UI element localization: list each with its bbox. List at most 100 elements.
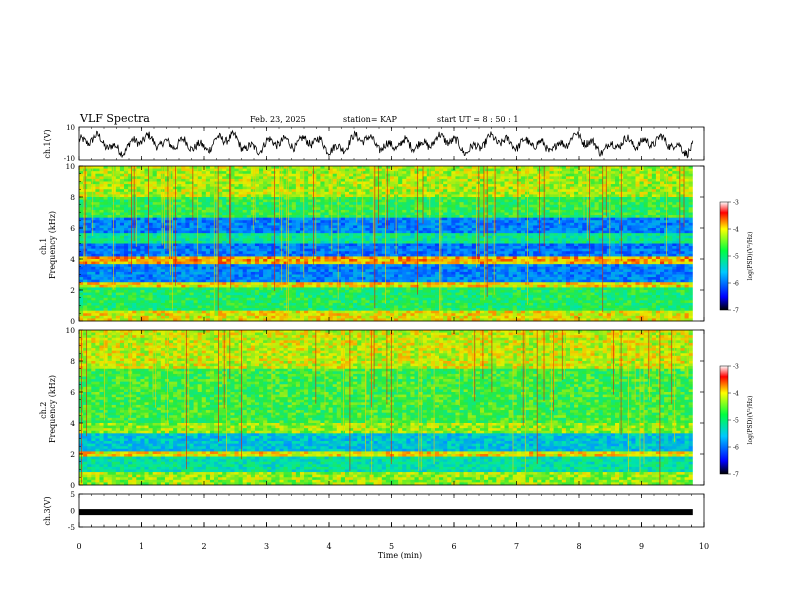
spectrogram-cell <box>402 189 407 193</box>
spectrogram-cell <box>283 199 288 203</box>
spectrogram-cell <box>357 171 362 175</box>
spectrogram-cell <box>496 194 501 198</box>
spectrogram-cell <box>418 199 423 203</box>
spectrogram-cell <box>586 202 591 206</box>
spectrogram-cell <box>688 228 694 231</box>
spectrogram-cell <box>177 171 182 175</box>
spectrogram-cell <box>259 243 264 247</box>
spectrogram-cell <box>496 230 501 234</box>
spectrogram-cell <box>291 199 297 203</box>
spectrogram-cell <box>124 235 129 239</box>
spectrogram-cell <box>443 184 448 187</box>
spectrogram-cell <box>578 228 583 231</box>
spectrogram-cell <box>140 176 145 180</box>
spectrogram-cell <box>271 225 276 229</box>
spectrogram-cell <box>635 202 640 206</box>
spectrogram-cell <box>214 209 219 213</box>
spectrogram-cell <box>373 202 378 206</box>
spectrogram-cell <box>627 225 632 229</box>
spectrogram-cell <box>357 186 362 190</box>
spectrogram-cell <box>267 230 272 234</box>
spectrogram-cell <box>602 243 608 247</box>
spectrogram-cell <box>275 225 280 229</box>
spectrogram-cell <box>164 186 170 190</box>
spectrogram-cell <box>115 217 121 221</box>
spectrogram-cell <box>651 207 657 211</box>
spectrogram-cell <box>402 184 407 187</box>
spectrogram-cell <box>389 166 395 169</box>
spectrogram-cell <box>140 240 145 244</box>
spectrogram-cell <box>602 194 608 198</box>
spectrogram-cell <box>418 186 423 190</box>
spectrogram-cell <box>169 168 174 172</box>
spectrogram-cell <box>144 186 149 190</box>
spectrogram-cell <box>291 194 297 198</box>
spectrogram-cell <box>471 230 477 234</box>
spectrogram-cell <box>295 173 301 177</box>
spectrogram-cell <box>475 238 481 242</box>
spectrogram-cell <box>578 220 583 224</box>
spectrogram-cell <box>271 222 276 226</box>
spectrogram-cell <box>95 248 100 252</box>
spectrogram-cell <box>398 202 403 206</box>
spectrogram-cell <box>688 212 694 216</box>
spectrogram-cell <box>111 238 117 242</box>
spectrogram-cell <box>119 204 125 208</box>
spectrogram-cell <box>238 166 243 169</box>
spectrogram-cell <box>254 176 260 180</box>
spectrogram-cell <box>193 178 198 182</box>
spectrogram-cell <box>152 243 158 247</box>
spectrogram-cell <box>156 217 162 221</box>
spectrogram-cell <box>598 197 604 200</box>
spectrogram-cell <box>107 243 113 247</box>
spectrogram-cell <box>504 225 509 229</box>
spectrogram-cell <box>152 230 158 234</box>
spectrogram-cell <box>430 197 436 200</box>
spectrogram-cell <box>209 186 215 190</box>
spectrogram-cell <box>246 225 252 229</box>
spectrogram-cell <box>299 228 305 231</box>
spectrogram-cell <box>197 228 203 231</box>
spectrogram-cell <box>267 199 272 203</box>
spectrogram-cell <box>214 168 219 172</box>
spectrogram-cell <box>680 222 685 226</box>
spectrogram-cell <box>504 238 509 242</box>
spectrogram-cell <box>344 197 350 200</box>
spectrogram-cell <box>324 238 329 242</box>
spectrogram-cell <box>91 186 96 190</box>
spectrogram-cell <box>185 215 190 218</box>
spectrogram-cell <box>635 207 640 211</box>
spectrogram-cell <box>414 184 419 187</box>
spectrogram-cell <box>140 238 145 242</box>
spectrogram-cell <box>87 189 92 193</box>
spectrogram-cell <box>230 173 235 177</box>
spectrogram-cell <box>594 171 599 175</box>
spectrogram-cell <box>574 204 579 208</box>
spectrogram-cell <box>369 207 374 211</box>
spectrogram-cell <box>209 243 215 247</box>
spectrogram-cell <box>467 204 473 208</box>
spectrogram-cell <box>422 204 428 208</box>
spectrogram-cell <box>451 246 456 249</box>
spectrogram-cell <box>312 202 317 206</box>
spectrogram-cell <box>259 181 264 185</box>
spectrogram-cell <box>201 240 207 244</box>
spectrogram-cell <box>189 220 194 224</box>
spectrogram-cell <box>320 225 325 229</box>
spectrogram-cell <box>148 194 153 198</box>
spectrogram-cell <box>132 243 137 247</box>
spectrogram-cell <box>647 233 653 237</box>
spectrogram-cell <box>361 191 366 195</box>
spectrogram-cell <box>512 222 518 226</box>
spectrogram-cell <box>197 199 203 203</box>
spectrogram-cell <box>557 240 563 244</box>
spectrogram-cell <box>639 194 644 198</box>
spectrogram-cell <box>455 220 460 224</box>
spectrogram-cell <box>451 173 456 177</box>
spectrogram-cell <box>304 168 309 172</box>
spectrogram-cell <box>635 212 640 216</box>
spectrogram-cell <box>214 238 219 242</box>
spectrogram-cell <box>156 212 162 216</box>
spectrogram-cell <box>520 217 526 221</box>
spectrogram-cell <box>299 230 305 234</box>
